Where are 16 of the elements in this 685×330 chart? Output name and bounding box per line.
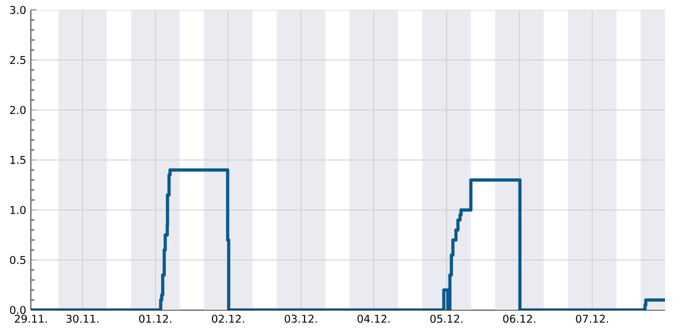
x-tick-label: 07.12. <box>576 314 608 323</box>
x-tick-label: 05.12. <box>430 314 462 323</box>
y-tick-label: 0.5 <box>10 256 26 264</box>
y-tick-label: 1.0 <box>10 206 26 214</box>
x-tick-label: 06.12. <box>503 314 536 323</box>
x-tick-label: 01.12. <box>139 314 172 323</box>
y-tick-label: 0.0 <box>10 306 26 314</box>
x-tick-label: 04.12. <box>358 314 390 323</box>
x-tick-label: 02.12. <box>212 314 244 323</box>
x-tick-label: 30.11. <box>66 314 98 323</box>
x-tick-label: 03.12. <box>284 314 317 323</box>
y-tick-label: 2.0 <box>10 106 26 114</box>
y-tick-label: 1.5 <box>10 156 26 164</box>
x-tick-label: 29.11. <box>14 314 47 323</box>
y-tick-label: 3.0 <box>10 6 26 14</box>
y-tick-label: 2.5 <box>10 56 26 64</box>
